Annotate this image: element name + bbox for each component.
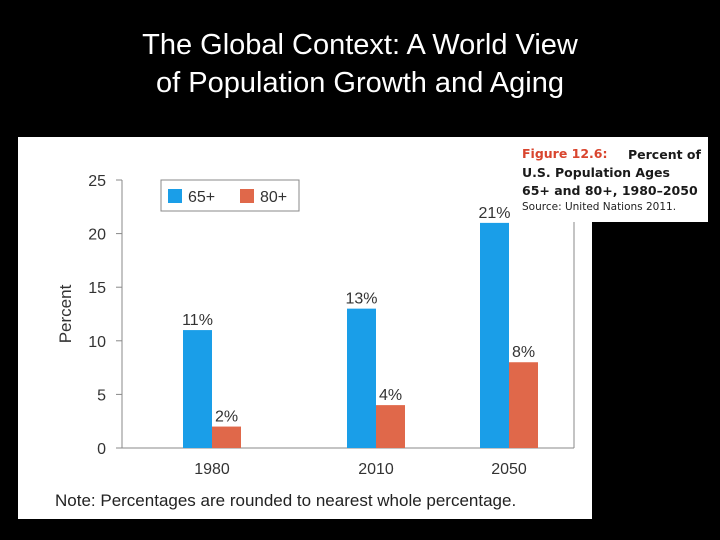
figure-caption-title: Percent of U.S. Population Ages 65+ and … <box>522 147 701 198</box>
y-tick-label: 20 <box>88 227 106 244</box>
x-tick-label: 1980 <box>194 461 230 478</box>
legend-label-80plus: 80+ <box>260 189 287 206</box>
y-tick-label: 25 <box>88 173 106 190</box>
slide-title: The Global Context: A World View of Popu… <box>0 26 720 102</box>
data-label-80plus-1980: 2% <box>215 409 238 426</box>
figure-note: Note: Percentages are rounded to nearest… <box>55 491 517 510</box>
data-label-80plus-2010: 4% <box>379 387 402 404</box>
bar-65plus-2010 <box>347 308 376 448</box>
y-tick-label: 15 <box>88 280 106 297</box>
x-tick-label: 2010 <box>358 461 394 478</box>
bar-80plus-2050 <box>509 362 538 448</box>
x-tick-label: 2050 <box>491 461 527 478</box>
bar-65plus-1980 <box>183 330 212 448</box>
legend-label-65plus: 65+ <box>188 189 215 206</box>
data-label-80plus-2050: 8% <box>512 344 535 361</box>
bar-80plus-2010 <box>376 405 405 448</box>
figure-label: Figure 12.6: <box>522 146 608 161</box>
y-tick-label: 5 <box>97 387 106 404</box>
data-label-65plus-1980: 11% <box>182 312 213 329</box>
legend-swatch-65plus <box>168 189 182 203</box>
y-axis-label: Percent <box>56 284 75 343</box>
bar-65plus-2050 <box>480 222 509 448</box>
bar-80plus-1980 <box>212 426 241 448</box>
legend-swatch-80plus <box>240 189 254 203</box>
slide-title-line-1: The Global Context: A World View <box>142 29 578 61</box>
slide-title-line-2: of Population Growth and Aging <box>156 67 564 99</box>
y-tick-label: 0 <box>97 441 106 458</box>
legend-box <box>160 179 300 212</box>
figure-caption: Figure 12.6: Percent of U.S. Population … <box>513 137 708 222</box>
y-tick-label: 10 <box>88 334 106 351</box>
figure-source: Source: United Nations 2011. <box>522 201 677 213</box>
data-label-65plus-2010: 13% <box>345 291 377 308</box>
data-label-65plus-2050: 21% <box>478 205 510 222</box>
